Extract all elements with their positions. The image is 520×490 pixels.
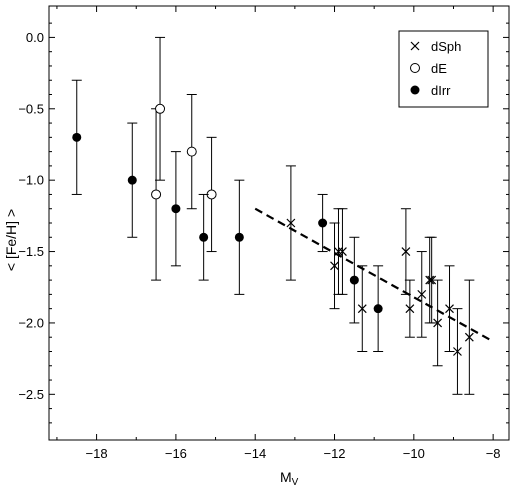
y-tick-label: −0.5 <box>18 101 44 116</box>
data-point-dsph <box>427 275 437 285</box>
data-point-dsph <box>405 304 415 314</box>
data-point-dirr <box>127 175 137 185</box>
x-marker-stroke <box>425 275 435 285</box>
data-point-dirr <box>171 204 181 214</box>
data-point-dsph <box>357 304 367 314</box>
data-point-de <box>151 189 162 200</box>
y-axis-label: < [Fe/H] > <box>3 209 19 271</box>
y-tick-label: −2.0 <box>18 315 44 330</box>
x-marker-stroke <box>427 275 437 285</box>
data-point-dsph <box>334 247 343 256</box>
x-tick-label: −14 <box>244 446 266 461</box>
x-marker-stroke <box>286 218 296 228</box>
legend-label-dirr: dIrr <box>431 83 451 98</box>
data-point-de <box>186 146 197 157</box>
x-tick-label: −10 <box>403 446 425 461</box>
x-marker-stroke <box>445 304 454 314</box>
data-point-dirr <box>318 218 328 228</box>
x-marker-stroke <box>330 261 339 271</box>
data-point-dsph <box>401 247 411 256</box>
data-point-dirr <box>349 275 359 285</box>
x-marker-stroke <box>334 247 343 256</box>
fit-line-group <box>254 207 494 343</box>
y-tick-label: 0.0 <box>26 30 44 45</box>
x-marker-stroke <box>453 347 462 356</box>
legend-label-de: dE <box>431 61 447 76</box>
y-tick-label: −2.5 <box>18 387 44 402</box>
data-point-dsph <box>433 318 443 328</box>
x-marker-stroke <box>357 304 367 314</box>
x-tick-label: −18 <box>86 446 108 461</box>
x-marker-stroke <box>338 247 347 256</box>
data-point-dsph <box>338 247 347 256</box>
data-point-dirr <box>373 304 383 314</box>
data-point-dsph <box>286 218 296 228</box>
data-point-dsph <box>464 332 474 342</box>
legend-marker-dirr <box>410 85 420 95</box>
data-point-dsph <box>330 261 339 271</box>
data-point-dirr <box>72 132 82 142</box>
x-axis-label: MV <box>280 469 299 488</box>
legend-marker-dsph <box>410 41 420 51</box>
x-tick-label: −8 <box>486 446 501 461</box>
data-marks <box>71 36 475 395</box>
data-point-dsph <box>445 304 454 314</box>
x-marker-stroke <box>433 318 443 328</box>
x-tick-label: −12 <box>323 446 345 461</box>
legend-marker-de <box>410 63 420 73</box>
data-point-dsph <box>453 347 462 356</box>
data-point-dsph <box>425 275 435 285</box>
x-tick-label: −16 <box>165 446 187 461</box>
x-marker-stroke <box>417 289 427 299</box>
y-tick-label: −1.5 <box>18 244 44 259</box>
x-marker-stroke <box>464 332 474 342</box>
data-point-de <box>155 103 166 114</box>
fit-line <box>254 207 494 343</box>
data-point-dirr <box>199 232 209 242</box>
x-marker-stroke <box>405 304 415 314</box>
x-marker-stroke <box>401 247 411 256</box>
legend-label-dsph: dSph <box>431 39 461 54</box>
y-tick-label: −1.0 <box>18 173 44 188</box>
data-point-dirr <box>234 232 244 242</box>
legend: dSph dE dIrr <box>398 30 489 108</box>
data-point-dsph <box>417 289 427 299</box>
axis-ticks: −18 −16 −14 −12 −10 −8 0.0 −0.5 −1.0 −1.5 −2.0 −2.5 <box>18 6 509 461</box>
